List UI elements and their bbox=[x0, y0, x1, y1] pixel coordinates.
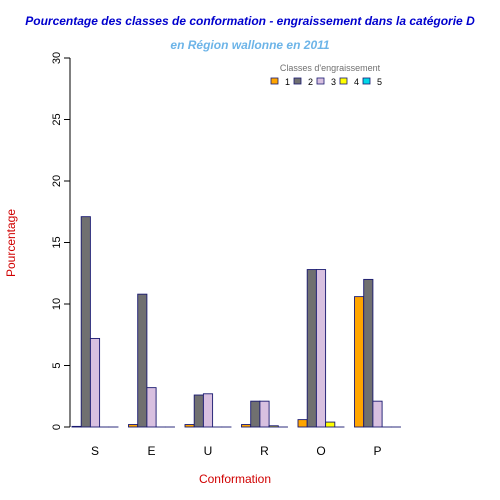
y-tick-label: 20 bbox=[51, 175, 63, 187]
bars bbox=[71, 216, 401, 428]
x-tick-label: U bbox=[204, 444, 213, 458]
x-tick-label: O bbox=[316, 444, 325, 458]
y-axis-label: Pourcentage bbox=[4, 209, 18, 277]
x-axis-label: Conformation bbox=[199, 472, 271, 486]
y-tick-label: 10 bbox=[51, 298, 63, 310]
y-tick-label: 5 bbox=[51, 362, 63, 368]
legend-label-3: 3 bbox=[331, 77, 336, 87]
y-tick-label: 25 bbox=[51, 113, 63, 125]
y-axis: 0 5 10 15 20 25 30 bbox=[51, 52, 71, 430]
y-tick-label: 15 bbox=[51, 236, 63, 248]
bar-R-class-1 bbox=[241, 424, 252, 428]
bar-P-class-2 bbox=[363, 278, 374, 428]
x-tick-label: S bbox=[91, 444, 99, 458]
bar-E-class-1 bbox=[128, 424, 139, 428]
chart-subtitle: en Région wallonne en 2011 bbox=[170, 38, 330, 52]
bar-S-class-1 bbox=[71, 425, 82, 428]
legend-swatch-5 bbox=[362, 77, 371, 85]
bar-R-class-2 bbox=[250, 400, 261, 428]
x-tick-label: R bbox=[260, 444, 269, 458]
legend-swatch-1 bbox=[270, 77, 279, 85]
bar-O-class-3 bbox=[315, 269, 327, 428]
legend-label-1: 1 bbox=[285, 77, 290, 87]
legend-label-5: 5 bbox=[377, 77, 382, 87]
bar-O-class-1 bbox=[297, 419, 308, 428]
chart-title: Pourcentage des classes de conformation … bbox=[25, 14, 475, 28]
bar-S-class-3 bbox=[89, 337, 101, 428]
x-tick-label: E bbox=[147, 444, 155, 458]
bar-E-class-2 bbox=[137, 293, 148, 428]
legend-swatch-2 bbox=[293, 77, 302, 85]
y-tick-label: 0 bbox=[51, 424, 63, 430]
bar-P-class-1 bbox=[354, 296, 365, 428]
bar-R-class-4 bbox=[268, 425, 279, 428]
bar-R-class-3 bbox=[259, 400, 270, 428]
bar-S-class-2 bbox=[80, 216, 91, 428]
legend-swatch-3 bbox=[316, 77, 325, 85]
legend-label-2: 2 bbox=[308, 77, 313, 87]
legend-title: Classes d'engraissement bbox=[280, 63, 381, 73]
bar-O-class-4 bbox=[325, 421, 336, 428]
bar-O-class-2 bbox=[306, 269, 317, 428]
legend-swatch-4 bbox=[339, 77, 348, 85]
x-tick-label: P bbox=[373, 444, 381, 458]
legend: Classes d'engraissement 1 2 3 4 5 bbox=[270, 63, 382, 87]
bar-U-class-1 bbox=[184, 424, 195, 428]
bar-U-class-3 bbox=[202, 393, 214, 428]
legend-label-4: 4 bbox=[354, 77, 359, 87]
y-tick-label: 30 bbox=[51, 52, 63, 64]
bar-E-class-3 bbox=[146, 387, 157, 428]
bar-U-class-2 bbox=[193, 394, 204, 428]
legend-items: 1 2 3 4 5 bbox=[270, 77, 382, 87]
bar-P-class-3 bbox=[372, 400, 383, 428]
